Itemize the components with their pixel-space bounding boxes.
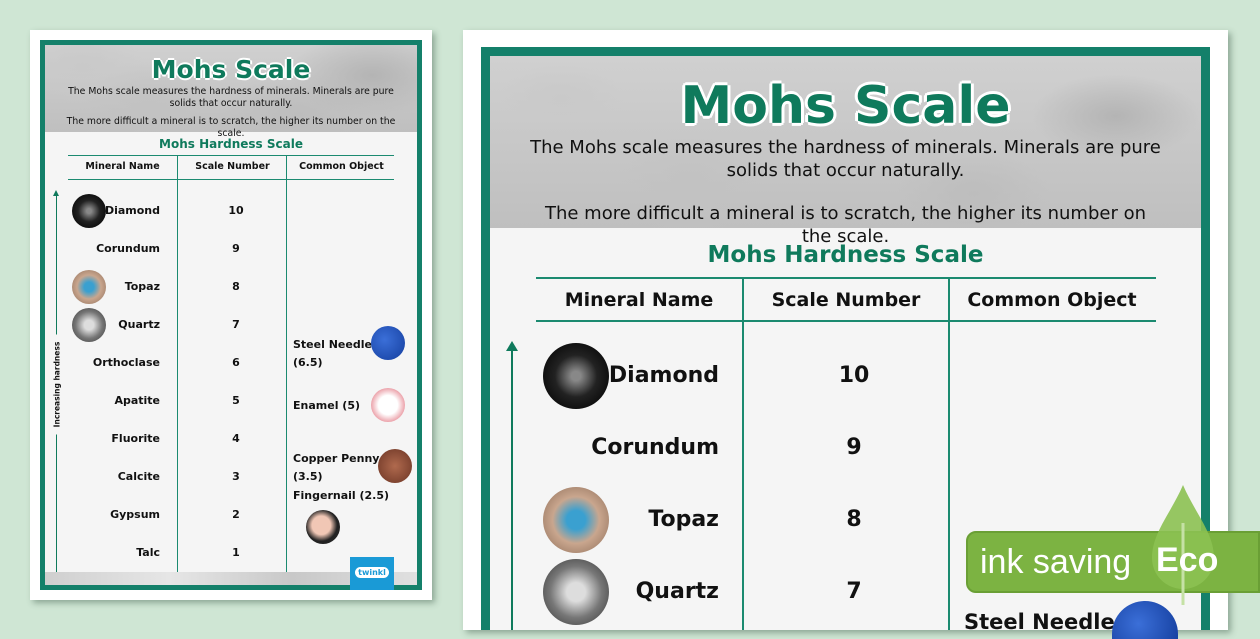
object-steel-needle: Steel Needle (6.5) (293, 338, 372, 369)
scale-number: 10 (228, 204, 244, 217)
mineral-name: Quartz (635, 579, 719, 604)
mineral-topaz-image (72, 270, 106, 304)
scale-number: 7 (846, 579, 862, 604)
column-divider (948, 277, 950, 630)
description-scratch: The more difficult a mineral is to scrat… (544, 203, 1147, 247)
divider (536, 277, 1156, 279)
table-title: Mohs Hardness Scale (159, 137, 303, 151)
scale-number: 9 (846, 435, 862, 460)
scale-number: 5 (232, 394, 240, 407)
rock-background (490, 56, 1201, 228)
scale-number: 4 (232, 432, 240, 445)
scale-number: 3 (232, 470, 240, 483)
header-scale-number: Scale Number (771, 289, 921, 311)
divider (68, 179, 394, 180)
scale-number: 2 (232, 508, 240, 521)
mineral-name: Quartz (118, 318, 160, 331)
column-divider (742, 277, 744, 630)
rock-background (45, 45, 417, 132)
scale-number: 9 (232, 242, 240, 255)
mohs-scale-poster-thumbnail[interactable]: Mohs Scale The Mohs scale measures the h… (40, 40, 422, 590)
object-steel-needle: Steel Needle (964, 610, 1115, 634)
mohs-scale-poster: Mohs Scale The Mohs scale measures the h… (481, 47, 1210, 639)
axis-label: Increasing hardness (52, 334, 62, 435)
column-divider (177, 155, 178, 572)
mineral-name: Diamond (608, 363, 719, 388)
mineral-name: Fluorite (111, 432, 160, 445)
badge-label: ink saving (980, 543, 1132, 581)
divider (68, 155, 394, 156)
mineral-name: Gypsum (110, 508, 160, 521)
description-scratch: The more difficult a mineral is to scrat… (66, 116, 396, 139)
mineral-name: Corundum (96, 242, 160, 255)
description: The Mohs scale measures the hardness of … (530, 137, 1161, 181)
scale-number: 6 (232, 356, 240, 369)
mineral-name: Calcite (117, 470, 160, 483)
header-mineral-name: Mineral Name (85, 161, 160, 172)
twinkl-logo: twinkl (350, 557, 394, 590)
header-mineral-name: Mineral Name (564, 289, 714, 311)
poster-title: Mohs Scale (680, 76, 1011, 136)
mineral-name: Diamond (104, 204, 160, 217)
mineral-name: Orthoclase (92, 356, 160, 369)
table-title: Mohs Hardness Scale (707, 242, 984, 268)
column-divider (286, 155, 287, 572)
object-copper-penny: Copper Penny (3.5) (293, 452, 380, 483)
object-enamel: Enamel (5) (293, 399, 360, 412)
header-scale-number: Scale Number (195, 161, 270, 172)
fingernail-image (306, 510, 340, 544)
object-fingernail: Fingernail (2.5) (293, 489, 390, 502)
mineral-topaz-image (543, 487, 609, 553)
mineral-name: Topaz (648, 507, 719, 532)
header-common-object: Common Object (299, 161, 384, 172)
leaf-icon (1152, 485, 1214, 605)
scale-number: 10 (838, 363, 870, 388)
penny-image (378, 449, 412, 483)
steel-needle-image (371, 326, 405, 360)
scale-number: 7 (232, 318, 240, 331)
description: The Mohs scale measures the hardness of … (68, 86, 394, 109)
poster-title: Mohs Scale (151, 55, 311, 84)
teeth-image (371, 388, 405, 422)
scale-number: 1 (232, 546, 240, 559)
scale-number: 8 (232, 280, 240, 293)
scale-number: 8 (846, 507, 862, 532)
mineral-name: Topaz (124, 280, 160, 293)
mineral-diamond-image (543, 343, 609, 409)
header-common-object: Common Object (967, 289, 1137, 311)
divider (536, 320, 1156, 322)
mineral-name: Talc (136, 546, 160, 559)
mineral-diamond-image (72, 194, 106, 228)
mineral-quartz-image (72, 308, 106, 342)
hardness-arrow (506, 341, 518, 630)
mineral-name: Apatite (114, 394, 160, 407)
rock-strip (45, 572, 417, 585)
eco-label: Eco (1156, 541, 1219, 579)
mineral-name: Corundum (591, 435, 719, 460)
mineral-quartz-image (543, 559, 609, 625)
